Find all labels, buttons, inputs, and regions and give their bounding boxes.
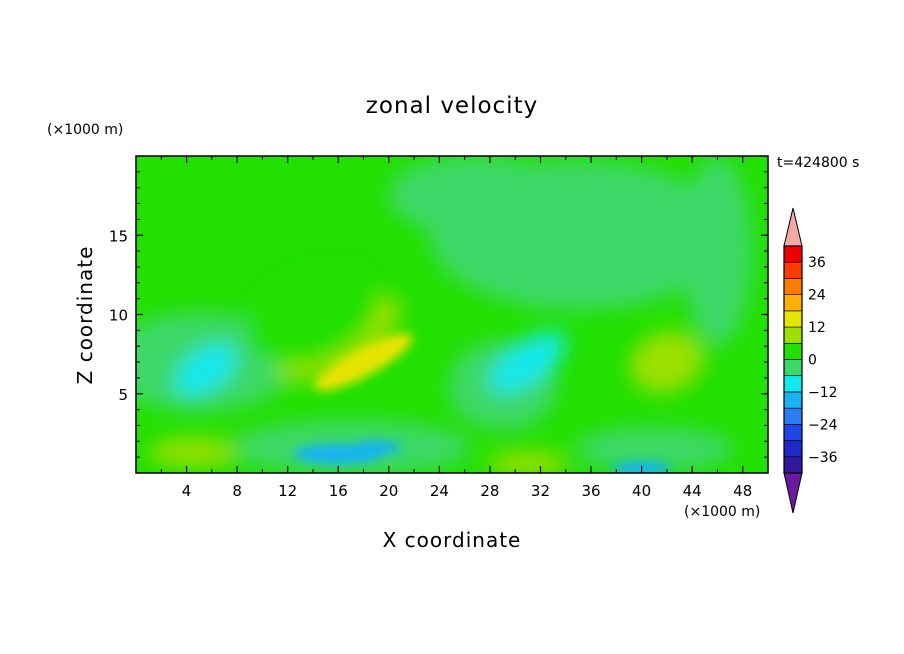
colorbar-extend-max [783,207,803,247]
y-axis-label: Z coordinate [73,246,97,385]
x-axis-label: X coordinate [383,528,522,552]
colorbar-band [783,245,803,263]
x-tick-label: 12 [278,482,297,500]
x-tick-label: 4 [182,482,192,500]
field-region [387,156,568,236]
field-extremum [518,175,639,200]
colorbar-label: 36 [808,255,826,271]
colorbar-band [783,440,803,458]
x-tick-label: 48 [733,482,752,500]
colorbar-frame [783,245,803,474]
x-tick-label: 36 [581,482,600,500]
x-tick-label: 44 [683,482,702,500]
colorbar-label: 24 [808,288,826,304]
x-tick-label: 28 [480,482,499,500]
colorbar-band [783,278,803,295]
colorbar-band [783,326,803,344]
colorbar-label: 12 [808,320,826,336]
colorbar-band [783,294,803,312]
field-extremum [351,440,402,455]
x-tick-label: 20 [379,482,398,500]
field-extremum [147,438,238,467]
field-extremum [174,344,237,396]
colorbar: 36 24 12 0 −12 −24 −36 [783,207,838,514]
colorbar-label: −24 [808,417,838,433]
plot-area [136,156,768,473]
colorbar-extend-min [783,472,803,514]
field-extremum [692,175,743,296]
colorbar-band [783,424,803,441]
field-extremum [505,234,626,285]
colorbar-label: 0 [808,353,817,369]
colorbar-label: −12 [808,385,838,401]
x-tick-label: 8 [232,482,242,500]
x-tick-label: 16 [329,482,348,500]
field-extremum [487,451,568,473]
field-extremum [314,333,413,391]
colorbar-band [783,391,803,409]
x-tick-label: 24 [430,482,449,500]
y-tick-label: 5 [118,386,128,404]
y-tick-label: 15 [109,227,128,245]
colorbar-band [783,261,803,279]
field-extremum [489,331,567,393]
colorbar-band [783,310,803,328]
colorbar-band [783,456,803,474]
colorbar-band [783,407,803,425]
field-region [574,427,735,472]
y-unit-label: (×1000 m) [47,122,123,138]
colorbar-band [783,359,803,377]
x-tick-label: 40 [632,482,651,500]
chart-title: zonal velocity [366,93,538,119]
y-axis: 5 10 15 [109,171,768,458]
colorbar-band [783,375,803,393]
x-axis: 4 8 12 16 20 24 28 32 36 40 44 48 [160,156,752,500]
time-label: t=424800 s [777,155,859,171]
field-extremum [246,264,380,365]
y-tick-label: 10 [109,307,128,325]
field-extremum [629,331,705,394]
x-tick-label: 32 [531,482,550,500]
x-unit-label: (×1000 m) [684,504,760,520]
colorbar-band [783,342,803,360]
colorbar-label: −36 [808,450,838,466]
